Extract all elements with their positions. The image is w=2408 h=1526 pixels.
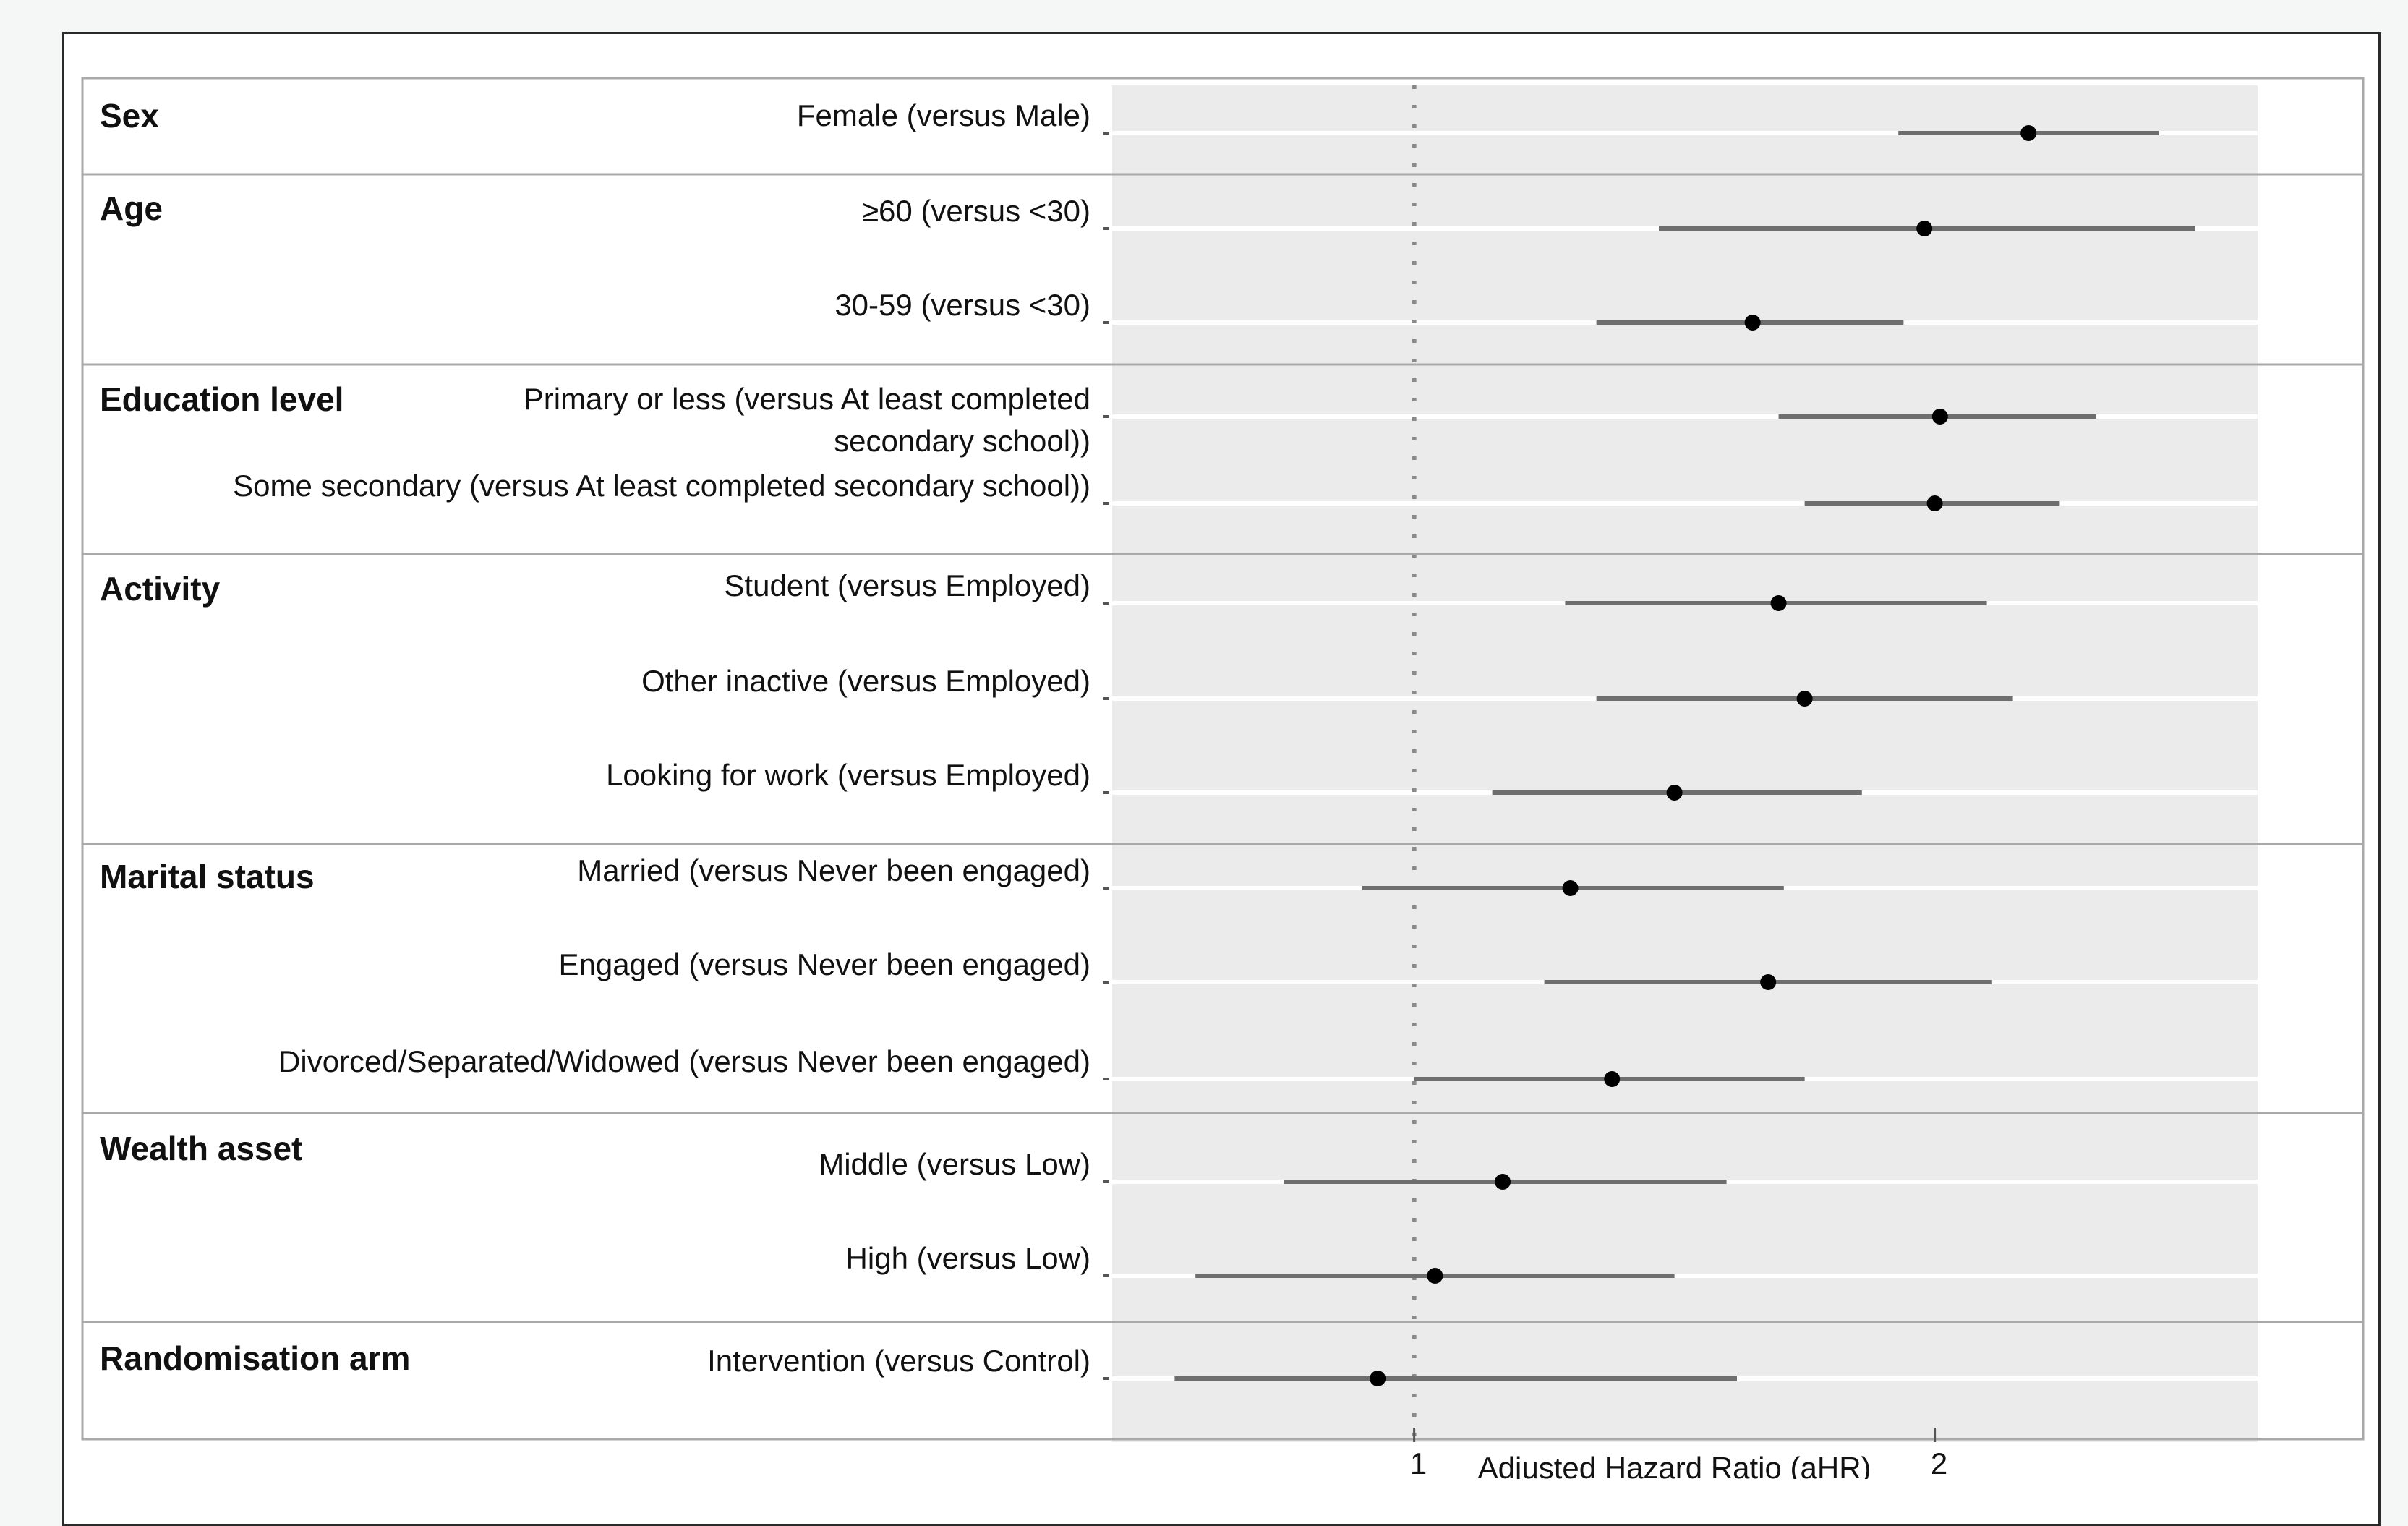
plot-panel [1112,85,2258,1442]
group-title: Sex [100,97,159,135]
row-label: High (versus Low) [846,1241,1090,1275]
row-label: Intervention (versus Control) [707,1344,1090,1378]
row-label: Other inactive (versus Employed) [641,664,1090,698]
estimate-point [1770,595,1787,611]
x-axis-label: Adjusted Hazard Ratio (aHR) [1478,1451,1871,1479]
estimate-point [2020,125,2037,141]
group-title: Education level [100,380,343,418]
row-label: Divorced/Separated/Widowed (versus Never… [278,1044,1090,1078]
estimate-point [1796,691,1813,707]
estimate-point [1926,495,1943,511]
row-label: 30-59 (versus <30) [834,288,1090,322]
row-label: Female (versus Male) [797,98,1090,132]
group-title: Wealth asset [100,1130,302,1167]
estimate-point [1562,880,1579,896]
group-title: Activity [100,570,221,608]
estimate-marks: Female (versus Male) ≥60 (versus <30) 30-5… [233,98,2195,1386]
estimate-point [1370,1371,1386,1386]
group-title: Age [100,189,163,227]
row-label: secondary school)) [834,424,1090,458]
estimate-point [1427,1268,1443,1284]
forest-plot: Sex Age Education level Activity Marital sta… [81,77,2365,1479]
estimate-point [1604,1071,1621,1087]
group-title: Marital status [100,858,315,895]
group-panels: Sex Age Education level Activity Marital sta… [81,77,2365,1441]
row-label: ≥60 (versus <30) [862,194,1090,228]
x-tick-label: 2 [1931,1446,1947,1479]
row-label: Middle (versus Low) [819,1147,1090,1181]
x-tick-label: 1 [1410,1446,1427,1479]
group-title: Randomisation arm [100,1339,410,1377]
row-label: Engaged (versus Never been engaged) [559,947,1091,981]
estimate-point [1495,1174,1511,1190]
row-label: Married (versus Never been engaged) [577,853,1090,887]
row-label: Some secondary (versus At least complete… [233,469,1090,503]
estimate-point [1760,974,1777,990]
row-label: Student (versus Employed) [724,568,1090,602]
estimate-point [1931,409,1948,425]
x-axis: Adjusted Hazard Ratio (aHR) 1 2 [1410,1428,1947,1479]
estimate-point [1744,315,1761,331]
row-label: Looking for work (versus Employed) [606,758,1090,792]
row-label: Primary or less (versus At least complet… [524,382,1090,416]
group-panel [81,1321,2365,1441]
estimate-point [1916,221,1933,236]
estimate-point [1666,785,1683,801]
